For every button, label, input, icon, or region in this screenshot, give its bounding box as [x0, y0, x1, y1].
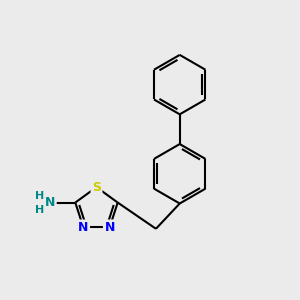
Text: N: N [78, 221, 88, 234]
Text: H: H [35, 191, 44, 201]
Text: S: S [92, 181, 101, 194]
Text: N: N [45, 196, 55, 209]
Text: N: N [104, 221, 115, 234]
Text: H: H [35, 205, 44, 215]
